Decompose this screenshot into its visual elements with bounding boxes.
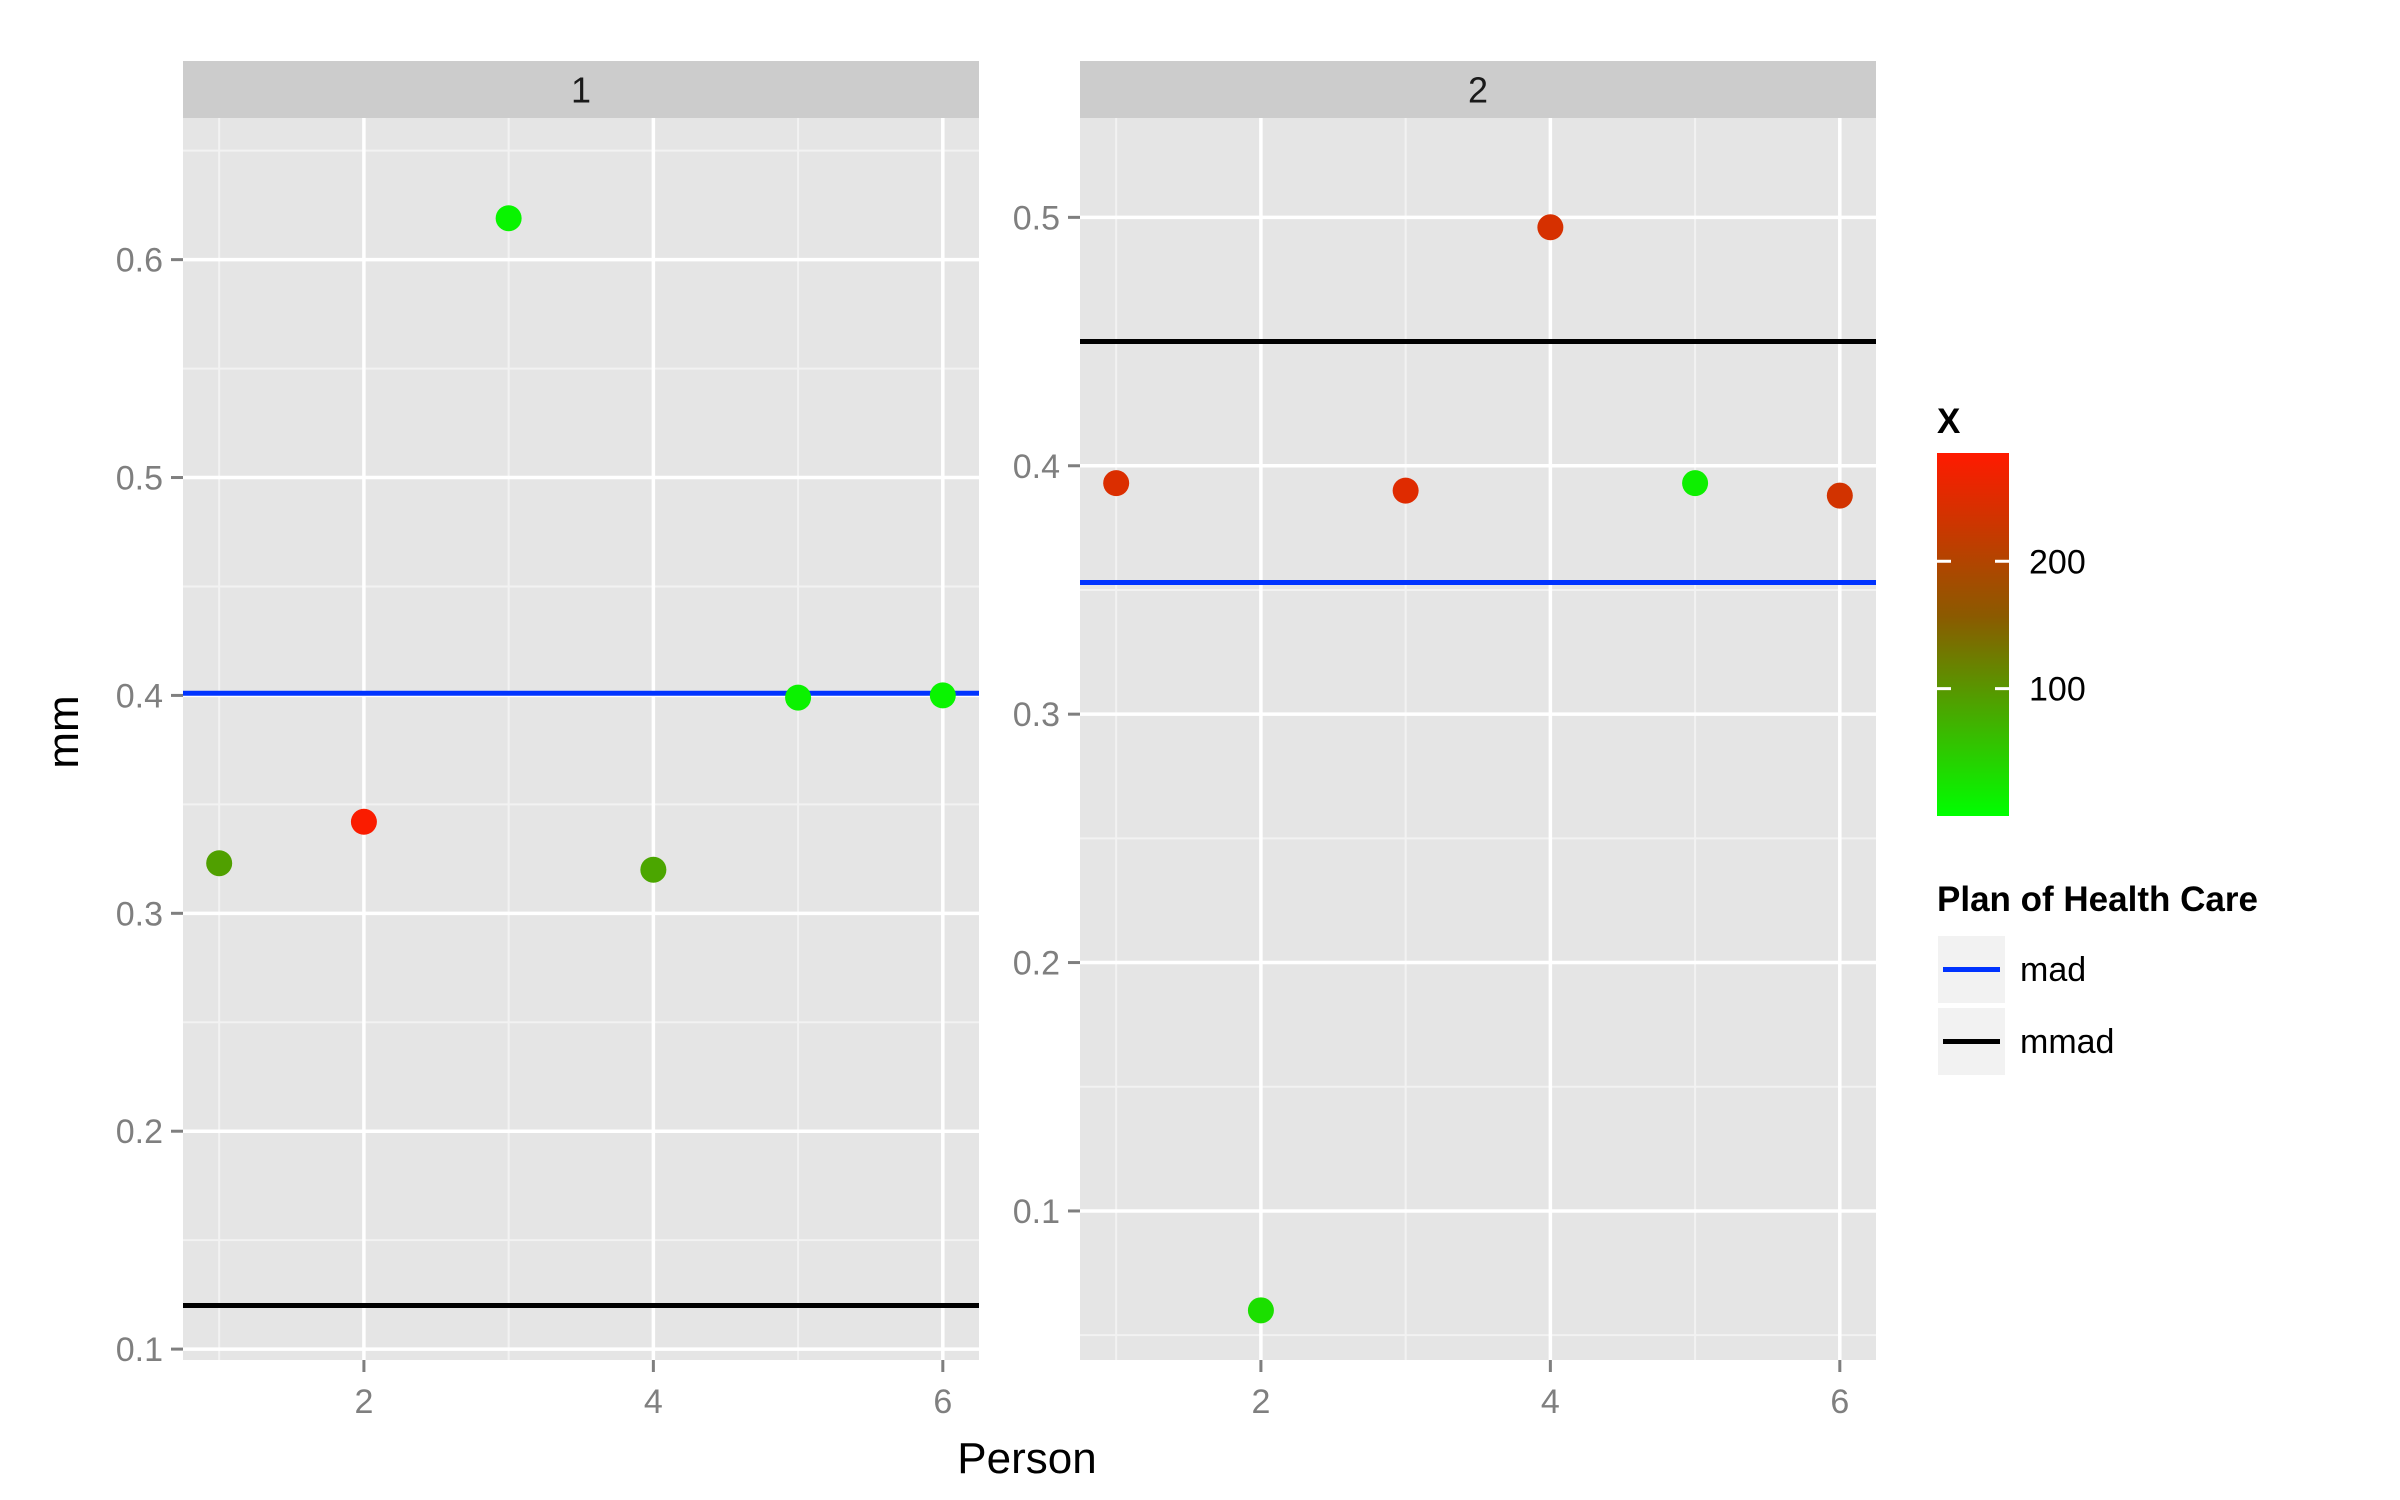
strip-label-2: 2 (1468, 70, 1488, 111)
x-axis-title: Person (957, 1434, 1096, 1483)
strip-2 (1080, 61, 1876, 118)
data-point (1537, 214, 1564, 241)
x-tick-label: 4 (1541, 1383, 1560, 1421)
data-point (495, 205, 522, 232)
panel-background (1080, 118, 1876, 1360)
panel-2: 2 0.1 0.2 0.3 0.4 0.5 2 4 6 (1013, 61, 1876, 1421)
legend: X 100 200 Plan of Health Care mad mmad (1936, 402, 2258, 1077)
y-tick-label: 0.5 (1013, 199, 1060, 237)
legend-label: mad (2020, 951, 2086, 989)
gridlines (183, 118, 979, 1360)
x-tick-label: 2 (1251, 1383, 1270, 1421)
colorbar-label: 100 (2029, 671, 2086, 709)
line-legend-title: Plan of Health Care (1937, 880, 2258, 919)
color-legend-title: X (1937, 402, 1961, 441)
x-tick-label: 2 (354, 1383, 373, 1421)
y-tick-label: 0.2 (1013, 945, 1060, 983)
legend-entry-mad: mad (1936, 934, 2086, 1005)
y-tick-label: 0.3 (116, 895, 163, 933)
data-point (929, 682, 956, 709)
data-point (1103, 470, 1130, 497)
data-point (1247, 1297, 1274, 1324)
data-point (785, 684, 812, 711)
panel-background (183, 118, 979, 1360)
legend-label: mmad (2020, 1023, 2114, 1061)
strip-1 (183, 61, 979, 118)
data-point (350, 808, 377, 835)
y-tick-label: 0.2 (116, 1113, 163, 1151)
x-tick-label: 4 (644, 1383, 663, 1421)
y-tick-label: 0.6 (116, 242, 163, 280)
legend-entry-mmad: mmad (1936, 1006, 2114, 1077)
y-tick-label: 0.5 (116, 460, 163, 498)
strip-label-1: 1 (571, 70, 591, 111)
colorbar-label: 200 (2029, 543, 2086, 581)
panel-1: 1 0.1 0.2 0.3 0.4 0.5 0.6 2 4 6 (116, 61, 979, 1421)
data-point (1392, 477, 1419, 504)
data-point (1682, 470, 1709, 497)
colorbar (1937, 453, 2009, 816)
data-point (640, 856, 667, 883)
y-tick-label: 0.4 (1013, 448, 1060, 486)
data-point (1826, 482, 1853, 509)
data-point (206, 850, 233, 877)
x-tick-label: 6 (933, 1383, 952, 1421)
y-tick-label: 0.3 (1013, 696, 1060, 734)
y-tick-label: 0.4 (116, 677, 163, 715)
y-tick-label: 0.1 (116, 1331, 163, 1369)
x-tick-label: 6 (1830, 1383, 1849, 1421)
y-axis-title: mm (39, 695, 88, 768)
y-tick-label: 0.1 (1013, 1193, 1060, 1231)
